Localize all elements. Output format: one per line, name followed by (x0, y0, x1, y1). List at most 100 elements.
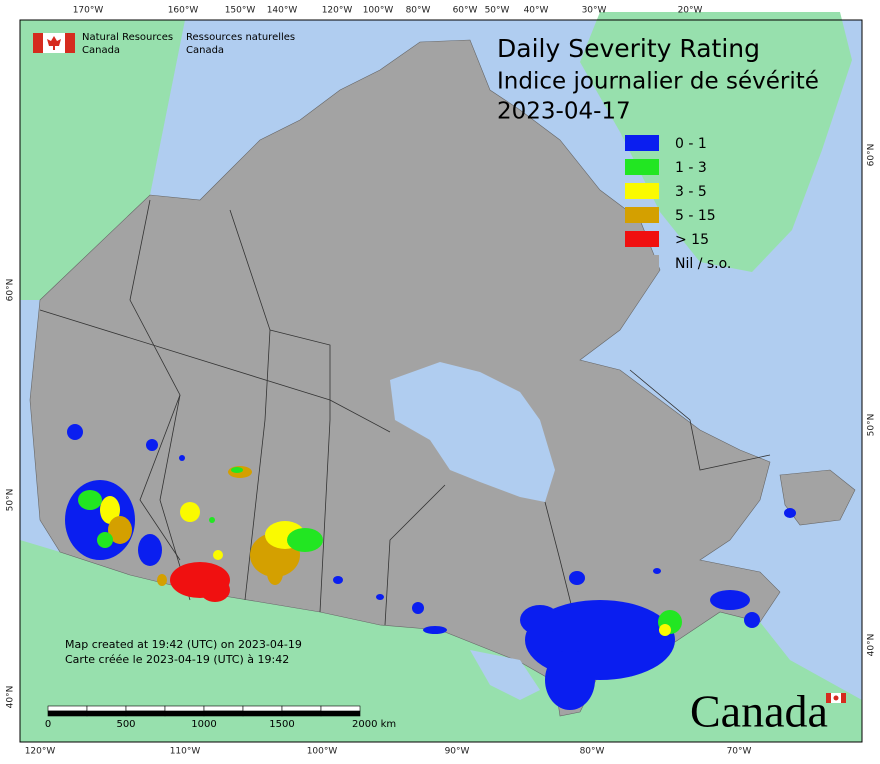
legend-swatch (625, 255, 659, 271)
severity-area (138, 534, 162, 566)
title: Indice journalier de sévérité (497, 69, 819, 95)
severity-area (569, 571, 585, 585)
legend-swatch (625, 159, 659, 175)
severity-area (179, 455, 185, 461)
severity-area (213, 550, 223, 560)
scale-segment (86, 705, 127, 712)
date: 2023-04-17 (497, 99, 631, 125)
legend-label: Nil / s.o. (675, 256, 731, 272)
scale-segment (125, 705, 166, 712)
scale-segment (242, 710, 283, 717)
united-states (20, 540, 862, 742)
severity-area (157, 574, 167, 586)
greenland (580, 12, 852, 272)
scale-label: 1000 (191, 719, 216, 730)
great-lakes (470, 650, 540, 700)
flag-bar (826, 693, 831, 703)
border (229, 209, 271, 601)
severity-area (146, 439, 158, 451)
border (629, 369, 771, 471)
map-border (19, 19, 863, 743)
wordmark: Canada (690, 686, 828, 737)
severity-area (78, 490, 102, 510)
severity-area (97, 532, 113, 548)
longitude-label: 80°W (580, 747, 605, 757)
title: Daily Severity Rating (497, 34, 760, 63)
org-name: Canada (186, 45, 224, 56)
severity-area (710, 590, 750, 610)
border (269, 329, 331, 613)
severity-area (180, 502, 200, 522)
severity-area (200, 578, 230, 602)
footnote: Map created at 19:42 (UTC) on 2023-04-19 (65, 638, 302, 651)
latitude-label: 40°N (6, 686, 16, 709)
longitude-label: 120°W (25, 747, 56, 757)
latitude-label: 50°N (6, 489, 16, 512)
scale-segment (320, 710, 361, 717)
longitude-label: 60°W (453, 6, 478, 16)
scale-label: 0 (45, 719, 51, 730)
org-name: Ressources naturelles (186, 32, 295, 43)
longitude-label: 50°W (485, 6, 510, 16)
newfoundland (779, 469, 856, 526)
org-name: Natural Resources (82, 32, 173, 43)
latitude-label: 40°N (867, 634, 877, 657)
flag-bar (65, 33, 75, 53)
longitude-label: 100°W (307, 747, 338, 757)
scale-segment (281, 705, 322, 712)
severity-area (659, 624, 671, 636)
longitude-label: 160°W (168, 6, 199, 16)
severity-area (333, 576, 343, 584)
footnote: Carte créée le 2023-04-19 (UTC) à 19:42 (65, 653, 289, 666)
legend-swatch (625, 135, 659, 151)
scale-segment (164, 705, 205, 712)
latitude-label: 50°N (867, 414, 877, 437)
longitude-label: 100°W (363, 6, 394, 16)
legend-swatch (625, 183, 659, 199)
legend: 0 - 1 1 - 3 3 - 5 5 - 15 > 15 Nil / s.o. (625, 135, 731, 272)
latitude-label: 60°N (867, 144, 877, 167)
scale-bar: 0 500 1000 1500 2000 km (45, 705, 396, 730)
severity-area (423, 626, 447, 634)
severity-area (412, 602, 424, 614)
scale-segment (47, 710, 88, 717)
hudson-bay (390, 362, 555, 502)
maple-leaf (833, 695, 839, 701)
legend-label: 5 - 15 (675, 208, 716, 224)
scale-segment (242, 705, 283, 712)
longitude-label: 40°W (524, 6, 549, 16)
severity-area (784, 508, 796, 518)
wordmark-flag (826, 693, 846, 703)
severity-area (744, 612, 760, 628)
logo (33, 33, 75, 53)
scale-segment (281, 710, 322, 717)
longitude-label: 150°W (225, 6, 256, 16)
severity-area (108, 516, 132, 544)
legend-label: 0 - 1 (675, 136, 707, 152)
legend-label: 1 - 3 (675, 160, 707, 176)
border (384, 484, 446, 626)
flag-bar (33, 33, 43, 53)
scale-segment (203, 705, 244, 712)
longitude-label: 120°W (322, 6, 353, 16)
severity-area (67, 424, 83, 440)
severity-area (520, 605, 560, 635)
longitude-label: 80°W (406, 6, 431, 16)
scale-segment (86, 710, 127, 717)
scale-segment (203, 710, 244, 717)
scale-segment (320, 705, 361, 712)
longitude-label: 70°W (727, 747, 752, 757)
graticule: 170°W 160°W 150°W 140°W 120°W 100°W 80°W 60°W 50… (6, 6, 877, 757)
scale-segment (164, 710, 205, 717)
severity-area (209, 517, 215, 523)
severity-area (231, 467, 243, 473)
longitude-label: 170°W (73, 6, 104, 16)
severity-area (653, 568, 661, 574)
severity-area (545, 650, 595, 710)
scale-label: 1500 (269, 719, 294, 730)
org-name: Canada (82, 45, 120, 56)
scale-segment (125, 710, 166, 717)
severity-area (267, 561, 283, 585)
